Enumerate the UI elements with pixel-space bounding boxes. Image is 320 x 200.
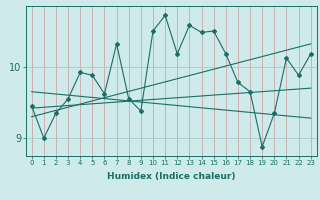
X-axis label: Humidex (Indice chaleur): Humidex (Indice chaleur) <box>107 172 236 181</box>
